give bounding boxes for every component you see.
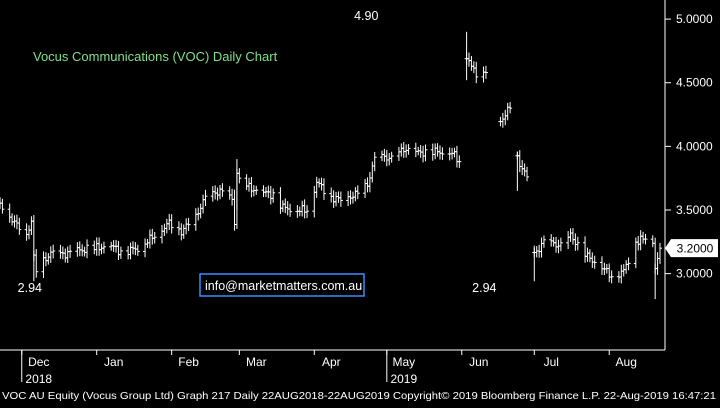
- ohlc-bar: [423, 144, 428, 162]
- year-label: 2018: [25, 372, 52, 386]
- ohlc-bar: [288, 203, 293, 217]
- chart-annotations: 4.90 2.94 2.94: [18, 9, 497, 295]
- ohlc-bar: [575, 236, 580, 251]
- x-tick-label: Dec: [28, 355, 49, 369]
- ohlc-bar: [508, 102, 513, 114]
- price-annotation: 2.94: [472, 281, 496, 295]
- chart-title: Vocus Communications (VOC) Daily Chart: [33, 49, 278, 64]
- ohlc-bar: [440, 147, 445, 160]
- ohlc-bar: [483, 65, 488, 79]
- y-tick-label: 5.0000: [676, 12, 713, 26]
- y-tick-label: 4.5000: [676, 76, 713, 90]
- x-tick-label: May: [392, 355, 415, 369]
- ohlc-bar: [237, 168, 242, 184]
- ohlc-bar: [541, 235, 546, 248]
- ohlc-bar: [68, 244, 73, 258]
- ohlc-bar: [406, 144, 411, 155]
- ohlc-bar: [203, 189, 208, 206]
- y-tick-label: 4.0000: [676, 139, 713, 153]
- x-tick-label: Feb: [178, 355, 199, 369]
- ohlc-bar: [17, 217, 22, 235]
- ohlc-bar: [658, 242, 662, 264]
- x-tick-label: Jan: [104, 355, 123, 369]
- ohlc-bar: [152, 231, 157, 244]
- ohlc-bar: [355, 185, 360, 200]
- watermark-box: [199, 273, 365, 297]
- ohlc-bars: [0, 31, 662, 300]
- ohlc-bar: [135, 244, 140, 256]
- ohlc-bar: [85, 239, 90, 259]
- ohlc-bar: [592, 255, 597, 269]
- ohlc-bar: [34, 249, 39, 278]
- x-tick-label: Mar: [246, 355, 267, 369]
- y-axis-ticks: 3.0000 3.5000 4.0000 4.5000 5.0000: [665, 12, 713, 281]
- ohlc-bar: [643, 233, 648, 245]
- x-tick-label: Jul: [544, 355, 559, 369]
- ohlc-bar: [0, 198, 5, 214]
- price-tag-value: 3.2000: [677, 242, 714, 256]
- ohlc-bar: [186, 217, 191, 231]
- ohlc-bar: [457, 155, 462, 168]
- ohlc-bar: [254, 185, 259, 195]
- x-tick-label: Jun: [469, 355, 488, 369]
- ohlc-bar: [101, 241, 106, 254]
- ohlc-bar: [51, 244, 56, 259]
- price-tag-shape: [665, 239, 718, 258]
- y-tick-label: 3.5000: [676, 203, 713, 217]
- ohlc-bar: [118, 246, 123, 259]
- y-tick-label: 3.0000: [676, 267, 713, 281]
- ohlc-bar: [220, 183, 225, 197]
- ohlc-bar: [338, 191, 343, 207]
- ohlc-bar: [474, 61, 479, 84]
- ohlc-bar: [271, 188, 276, 203]
- ohlc-bar: [558, 237, 563, 252]
- price-annotation: 2.94: [18, 281, 42, 295]
- ohlc-bar: [372, 151, 377, 172]
- ohlc-bar: [305, 205, 310, 219]
- x-tick-label: Aug: [616, 355, 637, 369]
- ohlc-bar: [626, 257, 631, 271]
- ohlc-bar: [525, 166, 530, 182]
- year-label: 2019: [390, 372, 417, 386]
- last-price-tag: 3.2000: [665, 239, 718, 258]
- watermark-text: info@marketmatters.com.au: [205, 279, 362, 293]
- x-axis-ticks: Dec Jan Feb Mar Apr May Jun Jul Aug 2018 2019: [21, 350, 637, 386]
- ohlc-bar: [389, 151, 394, 163]
- x-tick-label: Apr: [322, 355, 341, 369]
- price-annotation: 4.90: [354, 9, 378, 23]
- footer-text: VOC AU Equity (Vocus Group Ltd) Graph 21…: [2, 391, 716, 402]
- ohlc-bar: [321, 178, 326, 200]
- ohlc-bar: [169, 214, 174, 234]
- ohlc-bar: [609, 270, 614, 284]
